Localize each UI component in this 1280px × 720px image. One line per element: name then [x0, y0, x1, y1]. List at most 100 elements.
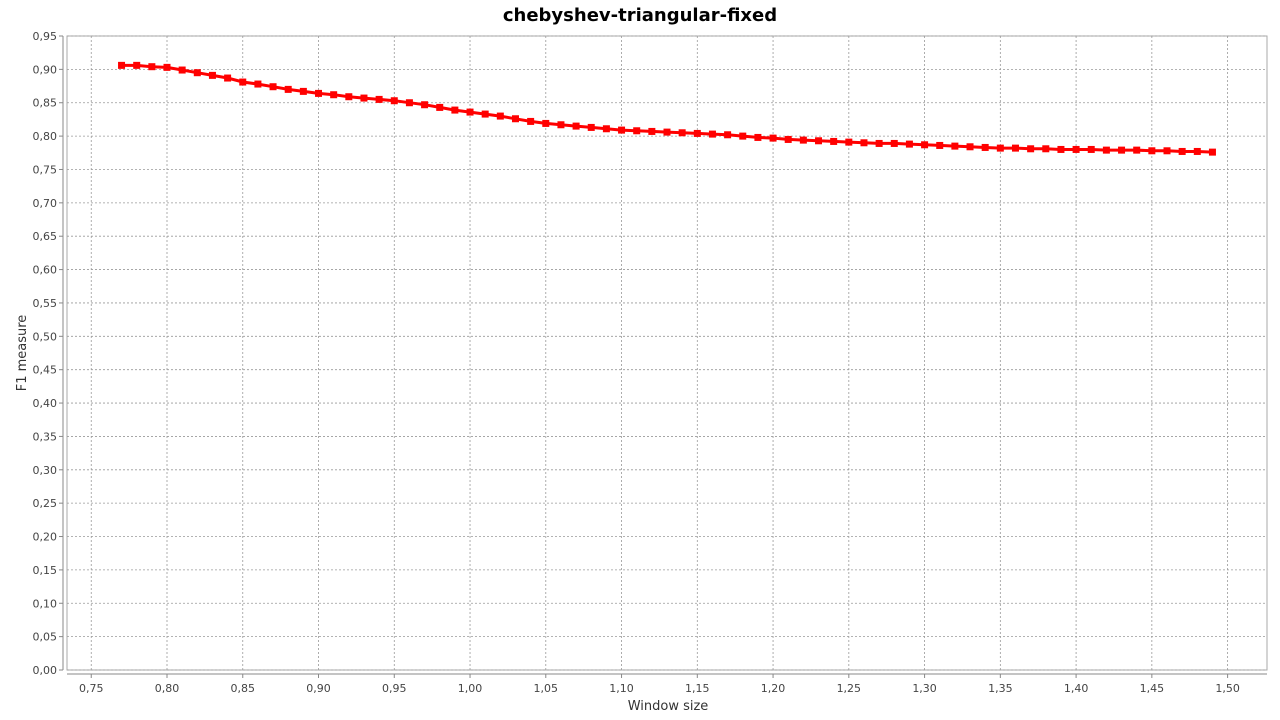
data-point — [966, 143, 974, 151]
data-point — [1072, 145, 1080, 153]
data-point — [527, 117, 535, 125]
data-point — [1011, 144, 1019, 152]
y-tick-label: 0,40 — [33, 397, 58, 410]
data-point — [1057, 145, 1065, 153]
x-tick-label: 1,40 — [1064, 682, 1089, 695]
x-tick-label: 0,80 — [155, 682, 180, 695]
data-point — [769, 134, 777, 142]
y-tick-label: 0,45 — [33, 364, 58, 377]
x-tick-label: 1,30 — [912, 682, 937, 695]
y-tick-label: 0,75 — [33, 163, 58, 176]
x-tick-label: 1,25 — [837, 682, 862, 695]
y-axis-label: F1 measure — [15, 315, 30, 392]
data-point — [678, 129, 686, 137]
data-point — [511, 115, 519, 123]
x-tick-label: 1,45 — [1140, 682, 1165, 695]
data-point — [693, 129, 701, 137]
y-tick-label: 0,25 — [33, 497, 58, 510]
data-point — [405, 99, 413, 107]
data-point — [496, 112, 504, 120]
data-point — [421, 101, 429, 109]
y-tick-label: 0,35 — [33, 430, 58, 443]
data-point — [618, 126, 626, 134]
data-point — [799, 136, 807, 144]
y-tick-label: 0,10 — [33, 597, 58, 610]
data-point — [1102, 146, 1110, 154]
data-point — [148, 63, 156, 71]
data-point — [133, 61, 141, 69]
x-tick-label: 1,50 — [1215, 682, 1240, 695]
x-tick-label: 1,35 — [988, 682, 1013, 695]
y-tick-label: 0,90 — [33, 63, 58, 76]
y-tick-label: 0,65 — [33, 230, 58, 243]
data-point — [269, 83, 277, 91]
data-point — [845, 138, 853, 146]
data-point — [390, 97, 398, 105]
data-point — [1133, 146, 1141, 154]
data-point — [708, 130, 716, 138]
data-point — [239, 78, 247, 86]
data-point — [466, 108, 474, 116]
data-point — [981, 143, 989, 151]
data-point — [481, 110, 489, 118]
y-tick-label: 0,60 — [33, 264, 58, 277]
plot-area — [66, 35, 1268, 671]
data-point — [557, 121, 565, 129]
chart-title: chebyshev-triangular-fixed — [503, 5, 777, 26]
data-point — [784, 135, 792, 143]
y-tick-label: 0,95 — [33, 30, 58, 43]
x-tick-label: 1,00 — [458, 682, 483, 695]
data-point — [1118, 146, 1126, 154]
data-point — [224, 74, 232, 82]
x-axis-label: Window size — [628, 699, 709, 714]
data-point — [905, 140, 913, 148]
y-tick-label: 0,05 — [33, 631, 58, 644]
x-tick-label: 1,20 — [761, 682, 786, 695]
data-point — [542, 119, 550, 127]
data-point — [936, 141, 944, 149]
data-point — [299, 87, 307, 95]
data-point — [1208, 148, 1216, 156]
y-tick-label: 0,20 — [33, 531, 58, 544]
x-tick-label: 0,95 — [382, 682, 407, 695]
data-point — [178, 66, 186, 74]
y-tick-label: 0,15 — [33, 564, 58, 577]
y-tick-label: 0,70 — [33, 197, 58, 210]
data-point — [254, 80, 262, 88]
x-tick-label: 0,75 — [79, 682, 104, 695]
data-point — [163, 63, 171, 71]
x-tick-label: 1,15 — [685, 682, 710, 695]
data-point — [648, 127, 656, 135]
data-point — [436, 103, 444, 111]
data-point — [663, 128, 671, 136]
data-point — [1193, 147, 1201, 155]
data-point — [572, 122, 580, 130]
data-point — [1163, 147, 1171, 155]
data-point — [360, 94, 368, 102]
data-point — [330, 91, 338, 99]
y-tick-label: 0,00 — [33, 664, 58, 677]
data-point — [1087, 145, 1095, 153]
y-tick-label: 0,80 — [33, 130, 58, 143]
data-point — [375, 95, 383, 103]
data-point — [1042, 145, 1050, 153]
data-point — [860, 139, 868, 147]
data-point — [875, 139, 883, 147]
y-tick-label: 0,85 — [33, 97, 58, 110]
data-point — [602, 125, 610, 133]
data-point — [1178, 147, 1186, 155]
data-point — [1027, 145, 1035, 153]
data-point — [315, 89, 323, 97]
data-point — [754, 133, 762, 141]
data-point — [739, 132, 747, 140]
data-point — [345, 93, 353, 101]
data-point — [193, 69, 201, 77]
data-point — [1148, 147, 1156, 155]
data-point — [587, 123, 595, 131]
data-point — [890, 139, 898, 147]
data-point — [633, 127, 641, 135]
data-point — [921, 141, 929, 149]
data-point — [830, 137, 838, 145]
